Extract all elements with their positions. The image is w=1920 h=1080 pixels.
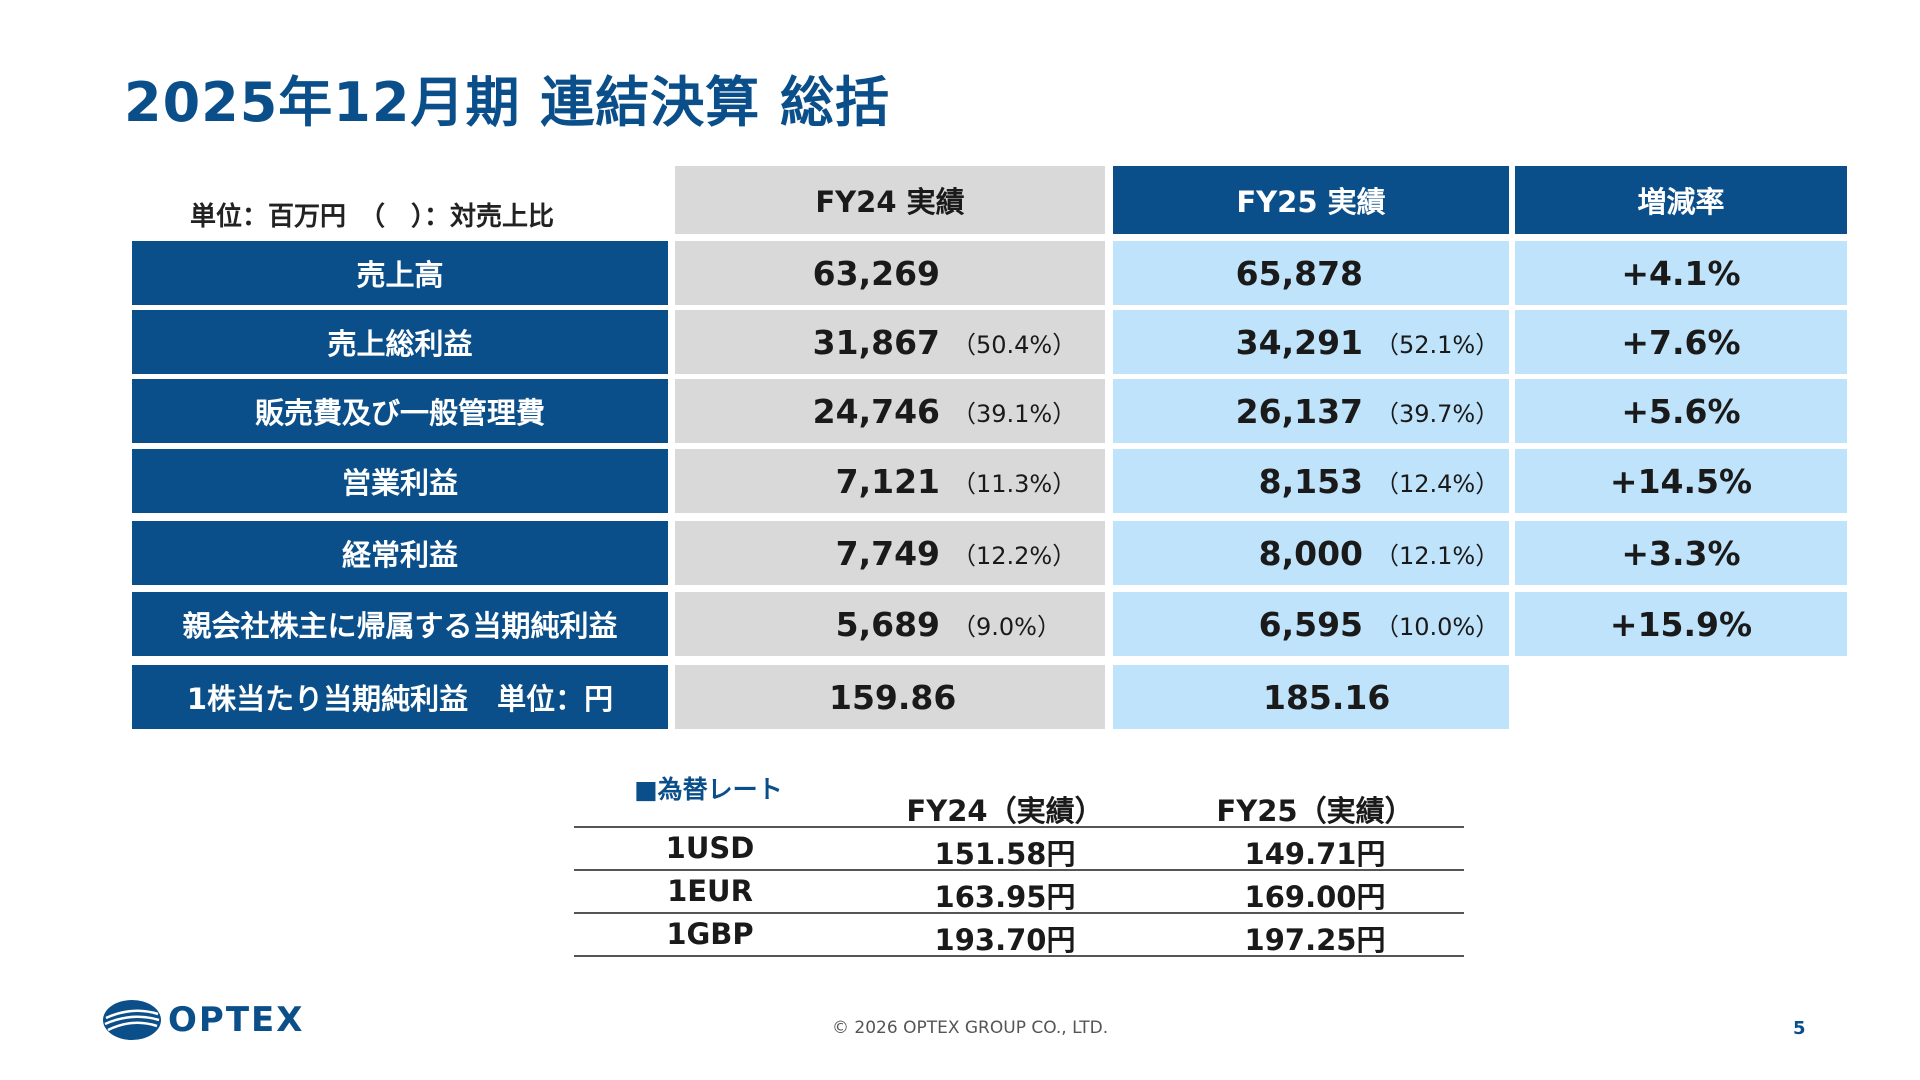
row-fy24: 7,121 （11.3%）	[675, 449, 1105, 513]
fx-header-fy24: FY24（実績）	[906, 794, 1104, 828]
row-label: 販売費及び一般管理費	[132, 379, 668, 443]
row-fy24: 63,269	[675, 241, 1105, 305]
row-fy25: 6,595 （10.0%）	[1113, 592, 1509, 656]
row-rate: +7.6%	[1515, 310, 1847, 374]
row-fy25: 34,291 （52.1%）	[1113, 310, 1509, 374]
fy25-ratio: （12.1%）	[1375, 541, 1500, 570]
fy24-value: 5,689	[835, 604, 940, 644]
header-fy25: FY25 実績	[1113, 166, 1509, 234]
eps-label: 1株当たり当期純利益 単位：円	[132, 665, 668, 729]
row-fy25: 8,000 （12.1%）	[1113, 521, 1509, 585]
row-label: 親会社株主に帰属する当期純利益	[132, 592, 668, 656]
fx-currency: 1GBP	[666, 917, 754, 951]
eps-fy24-value: 159.86	[829, 677, 957, 717]
fy24-value: 7,749	[835, 533, 940, 573]
row-rate: +3.3%	[1515, 521, 1847, 585]
fy24-value: 31,867	[812, 322, 940, 362]
fx-divider	[574, 955, 1464, 957]
eps-fy25: 185.16	[1113, 665, 1509, 729]
copyright: © 2026 OPTEX GROUP CO., LTD.	[832, 1018, 1109, 1038]
row-label: 経常利益	[132, 521, 668, 585]
fy24-ratio: （9.0%）	[952, 612, 1061, 641]
fy24-value: 24,746	[812, 391, 940, 431]
fy25-ratio: （39.7%）	[1375, 399, 1500, 428]
optex-logo: OPTEX	[102, 998, 304, 1042]
fx-fy24: 163.95円	[934, 880, 1076, 914]
row-fy25: 65,878	[1113, 241, 1509, 305]
fy25-ratio: （10.0%）	[1375, 612, 1500, 641]
row-rate: +14.5%	[1515, 449, 1847, 513]
fx-fy24: 193.70円	[934, 923, 1076, 957]
row-label: 営業利益	[132, 449, 668, 513]
fy25-value: 8,153	[1258, 461, 1363, 501]
row-rate: +4.1%	[1515, 241, 1847, 305]
row-fy24: 31,867 （50.4%）	[675, 310, 1105, 374]
header-rate: 増減率	[1515, 166, 1847, 234]
optex-logo-icon	[103, 1000, 161, 1040]
fx-title: ■為替レート	[634, 775, 783, 804]
row-fy25: 8,153 （12.4%）	[1113, 449, 1509, 513]
row-rate: +5.6%	[1515, 379, 1847, 443]
fy25-ratio: （52.1%）	[1375, 330, 1500, 359]
fy24-ratio: （39.1%）	[952, 399, 1077, 428]
fx-fy25: 169.00円	[1244, 880, 1386, 914]
eps-fy25-value: 185.16	[1263, 677, 1391, 717]
fy25-value: 6,595	[1258, 604, 1363, 644]
unit-note: 単位：百万円 （ ）：対売上比	[190, 202, 555, 232]
page-title: 2025年12月期 連結決算 総括	[124, 71, 891, 134]
row-fy24: 5,689 （9.0%）	[675, 592, 1105, 656]
fx-currency: 1EUR	[667, 874, 753, 908]
fy25-value: 8,000	[1258, 533, 1363, 573]
fy24-ratio: （12.2%）	[952, 541, 1077, 570]
row-label: 売上総利益	[132, 310, 668, 374]
fy24-value: 7,121	[835, 461, 940, 501]
fy25-value: 26,137	[1235, 391, 1363, 431]
row-fy24: 7,749 （12.2%）	[675, 521, 1105, 585]
fy25-value: 65,878	[1235, 253, 1363, 293]
row-label: 売上高	[132, 241, 668, 305]
fy24-value: 63,269	[812, 253, 940, 293]
fy24-ratio: （50.4%）	[952, 330, 1077, 359]
fx-fy24: 151.58円	[934, 837, 1076, 871]
fx-divider	[574, 912, 1464, 914]
fy25-ratio: （12.4%）	[1375, 469, 1500, 498]
fx-divider	[574, 869, 1464, 871]
fy25-value: 34,291	[1235, 322, 1363, 362]
logo-text: OPTEX	[168, 1000, 305, 1040]
fx-fy25: 197.25円	[1244, 923, 1386, 957]
fx-divider	[574, 826, 1464, 828]
fy24-ratio: （11.3%）	[952, 469, 1077, 498]
header-fy24: FY24 実績	[675, 166, 1105, 234]
fx-fy25: 149.71円	[1244, 837, 1386, 871]
eps-fy24: 159.86	[675, 665, 1105, 729]
page-number: 5	[1793, 1018, 1806, 1039]
row-rate: +15.9%	[1515, 592, 1847, 656]
row-fy24: 24,746 （39.1%）	[675, 379, 1105, 443]
fx-header-fy25: FY25（実績）	[1216, 794, 1414, 828]
fx-currency: 1USD	[665, 831, 755, 865]
row-fy25: 26,137 （39.7%）	[1113, 379, 1509, 443]
